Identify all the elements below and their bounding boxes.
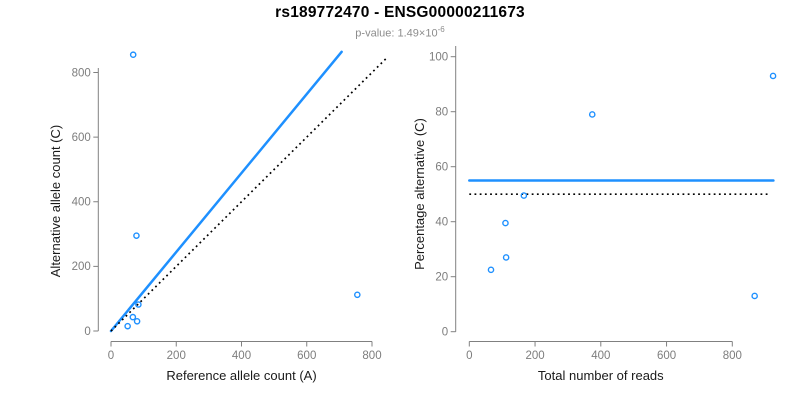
left-scatter-plot-allele-counts: 0 200 400 600 800 0 200 400 600 800 Reference alle… xyxy=(48,50,389,383)
x-axis-tick-label: 200 xyxy=(525,350,544,362)
y-axis-tick-label: 800 xyxy=(72,67,91,79)
y-axis-tick-label: 400 xyxy=(72,197,91,209)
x-axis-tick-label: 800 xyxy=(723,350,742,362)
y-axis-tick-label: 40 xyxy=(435,217,448,229)
p-value-exponent: -6 xyxy=(437,25,445,34)
p-value-subtitle: p-value: 1.49×10-6 xyxy=(0,25,800,40)
x-axis-tick-label: 600 xyxy=(657,350,676,362)
page-title: rs189772470 - ENSG00000211673 xyxy=(275,4,525,21)
data-point xyxy=(124,322,131,330)
data-point xyxy=(751,292,758,300)
right-scatter-plot-percentage-alternative: 0 20 40 60 80 100 0 200 400 600 800 Total number of… xyxy=(412,46,777,383)
y-axis-tick-label: 200 xyxy=(72,261,91,273)
x-axis-tick-label: 400 xyxy=(591,350,610,362)
x-axis-tick-label: 800 xyxy=(362,350,381,362)
data-point xyxy=(502,254,510,261)
x-axis-title: Total number of reads xyxy=(538,368,664,383)
y-axis-tick-label: 0 xyxy=(84,326,90,338)
x-axis-tick-label: 400 xyxy=(232,350,251,362)
x-axis-tick-label: 0 xyxy=(466,350,472,362)
data-point xyxy=(129,51,137,59)
identity-line xyxy=(110,56,389,332)
data-point xyxy=(769,72,777,80)
y-axis-tick-label: 0 xyxy=(442,327,448,339)
x-axis-tick-label: 600 xyxy=(297,350,316,362)
y-axis-tick-label: 80 xyxy=(435,107,448,119)
y-axis-tick-label: 60 xyxy=(435,162,448,174)
x-axis-tick-label: 0 xyxy=(108,350,114,362)
data-point xyxy=(354,291,361,299)
data-point xyxy=(133,232,140,239)
data-point xyxy=(129,313,137,321)
figure-header: rs189772470 - ENSG00000211673 p-value: 1… xyxy=(0,4,800,40)
data-point xyxy=(520,192,528,199)
p-value-text: p-value: 1.49×10 xyxy=(355,27,438,40)
data-point xyxy=(487,266,495,274)
x-axis-title: Reference allele count (A) xyxy=(166,368,316,383)
x-axis-tick-label: 200 xyxy=(167,350,186,362)
y-axis-tick-label: 100 xyxy=(429,52,448,64)
y-axis-tick-label: 600 xyxy=(72,132,91,144)
data-point xyxy=(133,318,141,325)
y-axis-tick-label: 20 xyxy=(435,272,448,284)
data-point xyxy=(588,111,596,118)
y-axis-title: Percentage alternative (C) xyxy=(412,118,427,270)
y-axis-title: Alternative allele count (C) xyxy=(48,125,63,277)
data-point xyxy=(135,301,142,308)
data-point xyxy=(502,219,509,227)
allelic-ratio-fit-line xyxy=(109,50,343,333)
